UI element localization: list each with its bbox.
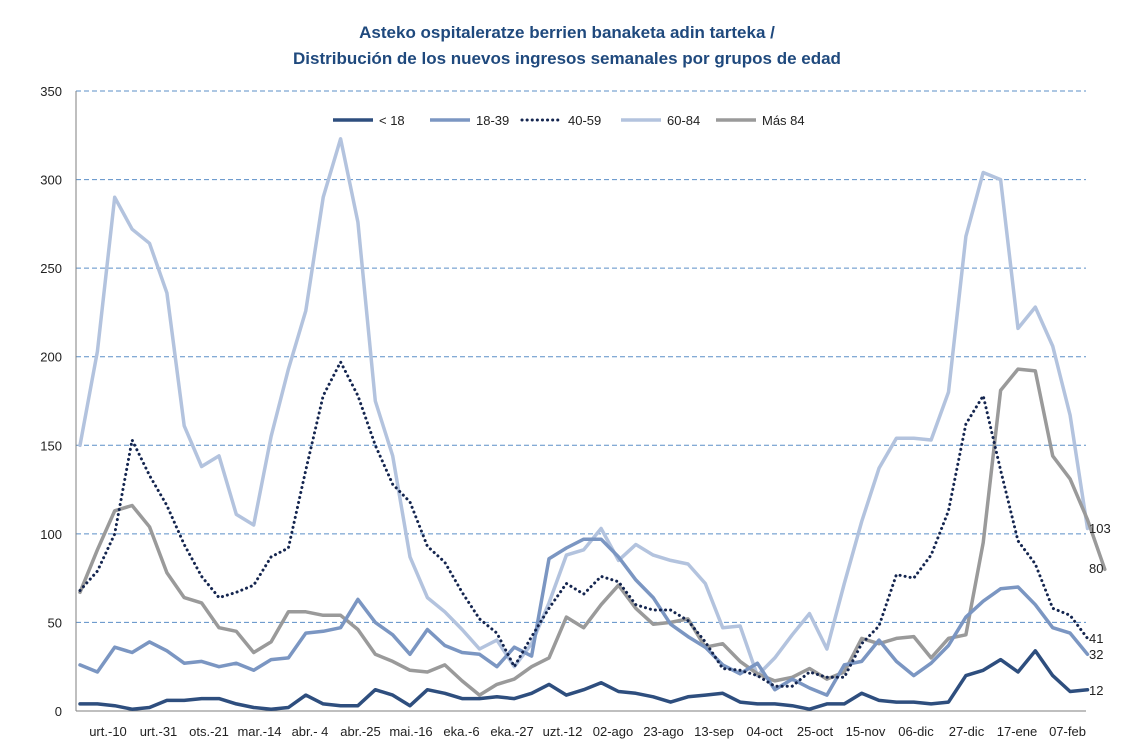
end-label-2: 41 bbox=[1089, 631, 1103, 646]
x-tick-label: 07-feb bbox=[1049, 724, 1086, 739]
y-tick-label: 300 bbox=[40, 173, 62, 188]
legend-label-0: < 18 bbox=[379, 113, 405, 128]
x-tick-label: mai.-16 bbox=[389, 724, 432, 739]
series-line-4 bbox=[78, 367, 1107, 697]
gridlines bbox=[76, 90, 1086, 623]
y-tick-label: 350 bbox=[40, 84, 62, 99]
series-line-1 bbox=[78, 537, 1090, 697]
end-label-3: 103 bbox=[1089, 521, 1111, 536]
x-tick-label: ots.-21 bbox=[189, 724, 229, 739]
y-tick-label: 150 bbox=[40, 438, 62, 453]
x-tick-label: urt.-31 bbox=[140, 724, 178, 739]
series-lines bbox=[78, 137, 1107, 711]
series-line-3 bbox=[78, 137, 1090, 678]
x-tick-label: 04-oct bbox=[746, 724, 783, 739]
x-tick-label: 17-ene bbox=[997, 724, 1037, 739]
x-axis: urt.-10 urt.-31 ots.-21 mar.-14 abr.- 4 abr.-… bbox=[76, 710, 1086, 739]
legend-label-2: 40-59 bbox=[568, 113, 601, 128]
x-tick-label: mar.-14 bbox=[237, 724, 281, 739]
x-tick-label: 02-ago bbox=[593, 724, 633, 739]
x-tick-label: abr.- 4 bbox=[292, 724, 329, 739]
y-tick-label: 50 bbox=[48, 615, 62, 630]
legend-label-4: Más 84 bbox=[762, 113, 805, 128]
y-tick-label: 250 bbox=[40, 261, 62, 276]
x-tick-label: 13-sep bbox=[694, 724, 734, 739]
x-tick-label: urt.-10 bbox=[89, 724, 127, 739]
legend-label-3: 60-84 bbox=[667, 113, 700, 128]
chart-title-line1: Asteko ospitaleratze berrien banaketa ad… bbox=[359, 23, 775, 42]
series-line-2 bbox=[78, 360, 1089, 688]
chart-title-line2: Distribución de los nuevos ingresos sema… bbox=[293, 49, 841, 68]
end-label-1: 32 bbox=[1089, 647, 1103, 662]
x-tick-label: eka.-27 bbox=[490, 724, 533, 739]
end-label-4: 80 bbox=[1089, 561, 1103, 576]
x-tick-label: 27-dic bbox=[949, 724, 985, 739]
x-tick-label: uzt.-12 bbox=[543, 724, 583, 739]
x-tick-label: 25-oct bbox=[797, 724, 834, 739]
y-tick-label: 0 bbox=[55, 704, 62, 719]
x-tick-label: 06-dic bbox=[898, 724, 934, 739]
end-label-0: 12 bbox=[1089, 683, 1103, 698]
x-tick-label: 23-ago bbox=[643, 724, 683, 739]
y-axis: 0 50 100 150 200 250 300 350 bbox=[40, 84, 77, 719]
legend: < 18 18-39 40-59 60-84 Más 84 bbox=[333, 113, 805, 128]
x-tick-label: eka.-6 bbox=[443, 724, 479, 739]
legend-label-1: 18-39 bbox=[476, 113, 509, 128]
y-tick-label: 200 bbox=[40, 350, 62, 365]
series-line-0 bbox=[78, 649, 1090, 711]
y-tick-label: 100 bbox=[40, 527, 62, 542]
x-tick-label: abr.-25 bbox=[340, 724, 380, 739]
x-tick-label: 15-nov bbox=[846, 724, 886, 739]
